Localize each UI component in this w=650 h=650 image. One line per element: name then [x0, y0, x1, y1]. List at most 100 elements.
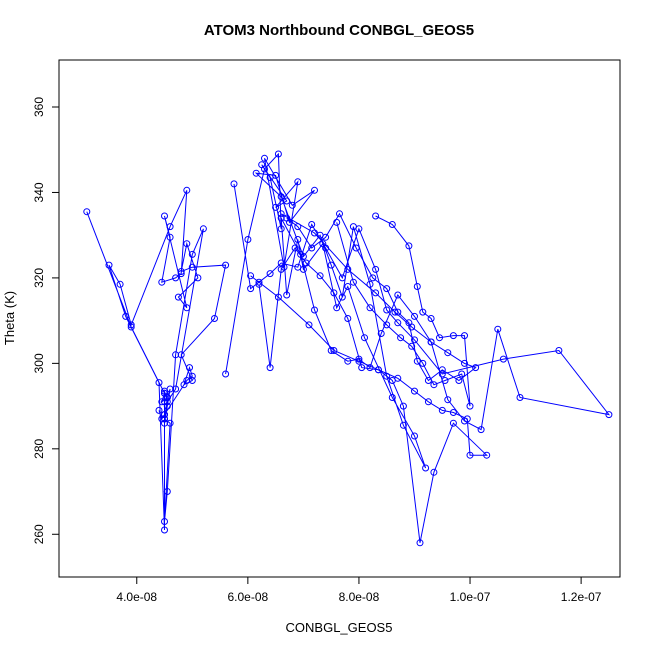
x-axis-label: CONBGL_GEOS5	[286, 620, 393, 635]
data-point	[372, 212, 380, 220]
data-point	[188, 250, 196, 258]
data-point	[155, 379, 163, 387]
data-point	[388, 377, 396, 384]
data-point	[116, 280, 124, 288]
y-axis: 260 280 300 320 340 360	[32, 97, 60, 544]
data-point	[458, 370, 466, 378]
data-point	[516, 394, 524, 401]
data-point	[349, 278, 357, 286]
data-point	[163, 394, 171, 401]
data-point	[222, 370, 230, 378]
data-point	[483, 451, 491, 459]
data-point	[424, 398, 432, 406]
data-point	[383, 306, 391, 314]
data-point	[455, 377, 463, 384]
series-line-2	[225, 152, 611, 469]
x-tick-label: 1.0e-07	[450, 590, 491, 604]
data-point	[438, 366, 446, 374]
data-point	[344, 265, 352, 273]
data-point	[155, 406, 163, 414]
data-point	[297, 250, 305, 258]
data-point	[399, 421, 407, 429]
data-point	[266, 270, 274, 278]
data-point	[430, 381, 438, 389]
data-point	[322, 233, 330, 241]
x-tick-label: 1.2e-07	[561, 590, 602, 604]
data-point	[158, 398, 166, 406]
y-tick-label: 340	[32, 182, 46, 202]
y-tick-label: 320	[32, 268, 46, 288]
data-point	[127, 323, 135, 331]
data-point	[383, 321, 391, 329]
data-point	[230, 180, 238, 188]
data-point	[419, 359, 427, 367]
data-point	[252, 169, 260, 177]
data-point	[358, 364, 366, 372]
data-point	[333, 218, 341, 226]
y-axis-label: Theta (K)	[2, 291, 17, 345]
data-point	[338, 274, 346, 282]
data-point	[311, 186, 318, 194]
data-point	[461, 332, 468, 340]
data-point	[461, 359, 468, 367]
data-point	[333, 304, 341, 312]
data-point	[294, 263, 302, 271]
data-point	[272, 203, 280, 211]
data-point	[316, 272, 324, 280]
data-point	[405, 242, 413, 250]
data-point	[127, 321, 135, 329]
data-point	[355, 357, 363, 365]
data-point	[494, 325, 502, 333]
data-point	[199, 225, 207, 233]
data-point	[394, 291, 402, 299]
data-point	[277, 265, 285, 273]
data-point	[161, 518, 168, 525]
data-point	[477, 426, 485, 434]
data-point	[222, 261, 230, 269]
data-point	[258, 161, 266, 169]
data-point	[311, 306, 318, 314]
data-point	[158, 415, 166, 423]
data-point	[422, 464, 430, 472]
data-point	[277, 210, 285, 218]
data-point	[311, 229, 318, 237]
data-point	[413, 283, 421, 290]
data-point	[369, 274, 377, 282]
data-point	[555, 347, 563, 354]
data-point	[397, 334, 405, 342]
data-point	[419, 308, 427, 316]
data-point	[372, 265, 380, 273]
data-point	[277, 193, 285, 201]
data-point	[463, 415, 471, 423]
data-point	[166, 233, 174, 241]
data-point	[499, 355, 507, 363]
data-point	[449, 332, 457, 340]
series-line-1	[86, 190, 227, 531]
data-point	[161, 526, 168, 534]
data-point	[183, 377, 191, 384]
data-point	[366, 280, 374, 288]
data-point	[438, 370, 446, 378]
data-point	[291, 244, 299, 252]
data-point	[261, 154, 268, 162]
data-point	[177, 268, 185, 275]
data-point	[274, 150, 282, 158]
data-point	[366, 304, 374, 312]
data-point	[183, 304, 191, 312]
data-point	[411, 336, 418, 344]
data-point	[166, 223, 174, 231]
data-point	[344, 357, 352, 365]
data-point	[283, 291, 291, 299]
data-point	[441, 377, 449, 384]
data-point	[294, 236, 302, 243]
data-point	[466, 451, 474, 459]
data-point	[394, 308, 402, 316]
data-point	[416, 539, 424, 547]
data-point	[411, 432, 418, 440]
data-point	[438, 406, 446, 414]
data-point	[177, 351, 185, 359]
data-point	[158, 278, 166, 286]
data-point	[336, 210, 343, 218]
data-point	[444, 349, 452, 357]
